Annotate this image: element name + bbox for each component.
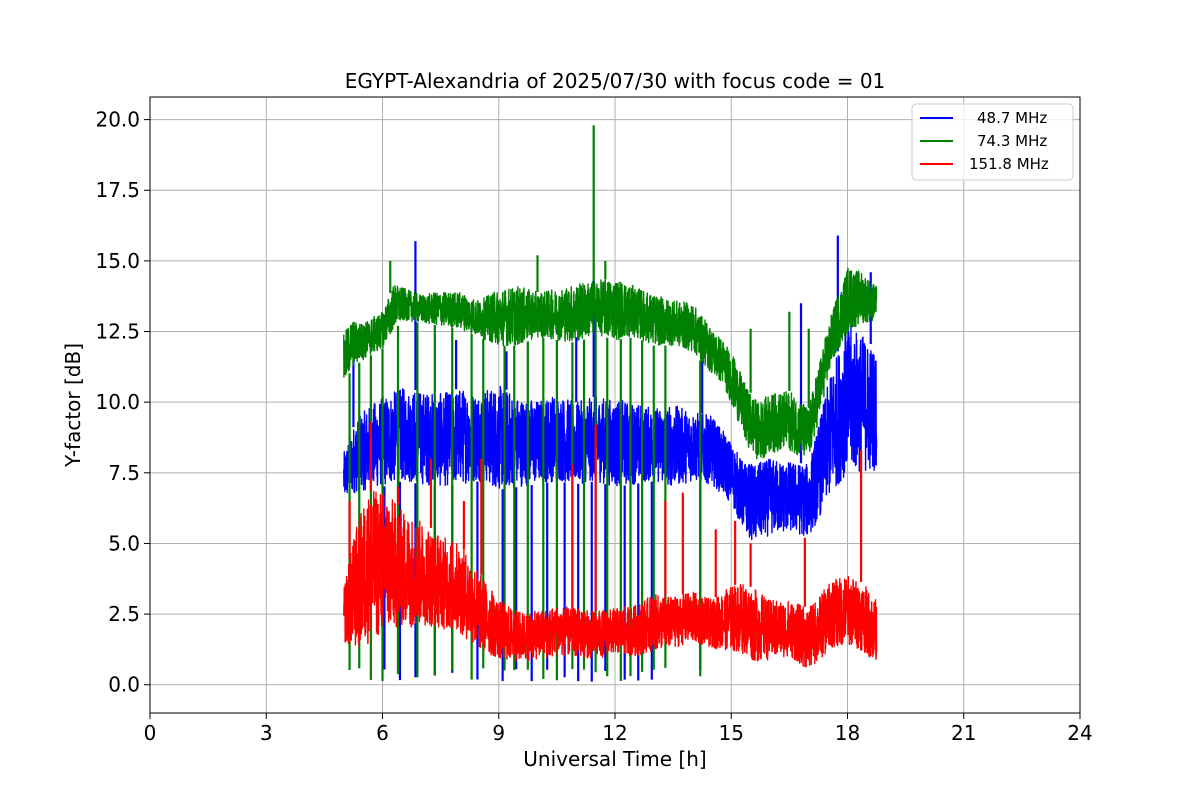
series-151-8-mhz <box>343 421 878 668</box>
x-axis: 0 3 6 9 12 15 18 21 24 <box>144 713 1093 745</box>
series-trace <box>343 490 878 668</box>
legend: 48.7 MHz 74.3 MHz 151.8 MHz <box>911 103 1074 181</box>
y-axis: 0.0 2.5 5.0 7.5 10.0 12.5 15.0 17.5 20.0 <box>95 108 150 697</box>
y-tick-label: 7.5 <box>108 461 140 485</box>
x-tick-label: 24 <box>1067 721 1092 745</box>
y-tick-label: 20.0 <box>95 108 140 132</box>
x-tick-label: 9 <box>492 721 505 745</box>
x-axis-label: Universal Time [h] <box>523 747 706 771</box>
y-tick-label: 17.5 <box>95 178 140 202</box>
plot-area <box>343 125 878 682</box>
y-tick-label: 0.0 <box>108 673 140 697</box>
x-tick-label: 12 <box>602 721 627 745</box>
legend-box <box>911 103 1074 181</box>
y-axis-label: Y-factor [dB] <box>61 343 85 468</box>
series-trace <box>343 267 878 460</box>
x-tick-label: 0 <box>144 721 157 745</box>
chart-title: EGYPT-Alexandria of 2025/07/30 with focu… <box>345 69 886 93</box>
x-tick-label: 21 <box>951 721 976 745</box>
legend-label-48-7: 48.7 MHz <box>977 109 1047 127</box>
series-trace <box>343 324 878 541</box>
y-tick-label: 15.0 <box>95 249 140 273</box>
x-tick-label: 6 <box>376 721 389 745</box>
legend-label-74-3: 74.3 MHz <box>977 132 1047 150</box>
legend-label-151-8: 151.8 MHz <box>969 155 1049 173</box>
y-tick-label: 5.0 <box>108 531 140 555</box>
x-tick-label: 3 <box>260 721 273 745</box>
y-tick-label: 2.5 <box>108 602 140 626</box>
y-tick-label: 10.0 <box>95 390 140 414</box>
y-tick-label: 12.5 <box>95 320 140 344</box>
x-tick-label: 18 <box>835 721 860 745</box>
x-tick-label: 15 <box>719 721 744 745</box>
